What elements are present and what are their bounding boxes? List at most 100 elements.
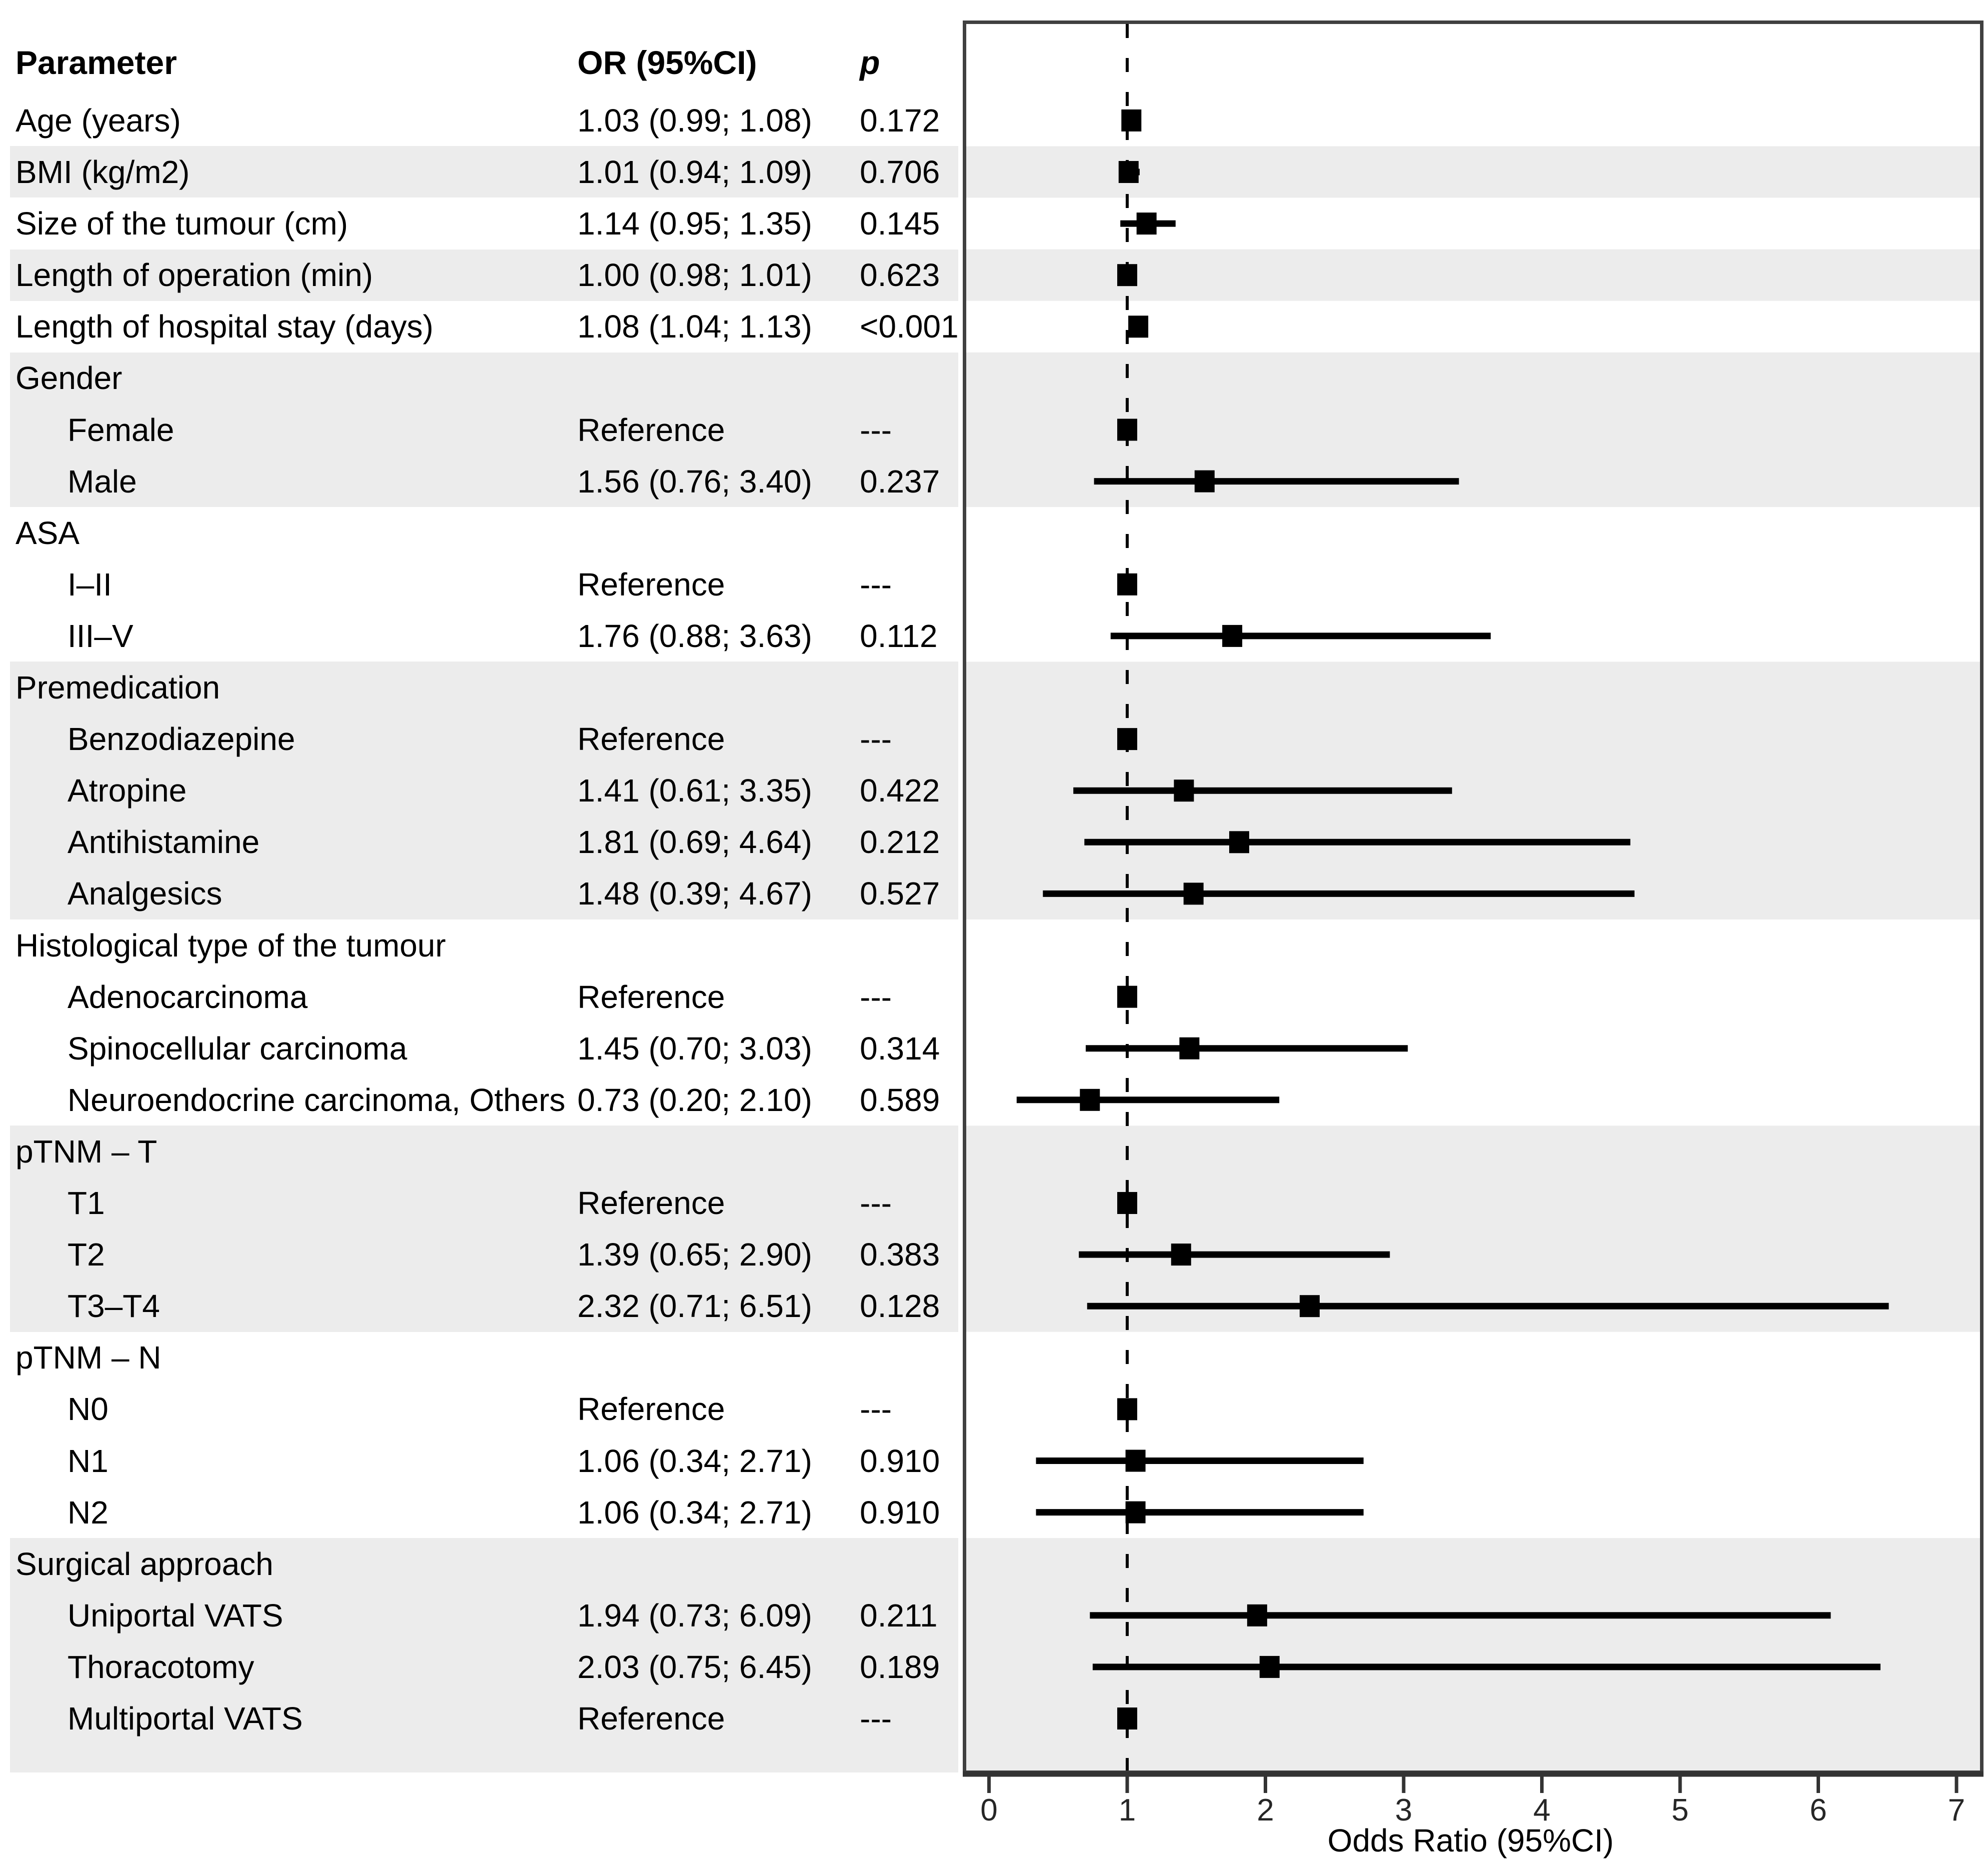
or-marker [1125, 1450, 1146, 1472]
x-axis-tick-label: 5 [1672, 1793, 1689, 1828]
column-header-parameter: Parameter [15, 44, 177, 81]
row-or-ci-value: 1.06 (0.34; 2.71) [577, 1494, 812, 1530]
row-or-ci-value: 0.73 (0.20; 2.10) [577, 1082, 812, 1118]
row-p-value: --- [860, 978, 892, 1015]
row-or-ci-value: 1.08 (1.04; 1.13) [577, 308, 812, 345]
row-or-ci-value: 1.94 (0.73; 6.09) [577, 1597, 812, 1634]
row-or-ci-value: 2.03 (0.75; 6.45) [577, 1648, 812, 1685]
x-axis-tick-label: 6 [1810, 1793, 1827, 1828]
row-label: T2 [67, 1236, 105, 1273]
row-or-ci-value: Reference [577, 412, 725, 448]
row-p-value: 0.314 [860, 1030, 940, 1066]
or-marker [1259, 1656, 1280, 1678]
row-p-value: --- [860, 1391, 892, 1428]
row-label: Adenocarcinoma [67, 978, 308, 1015]
or-marker [1171, 1244, 1191, 1266]
row-label: T3–T4 [67, 1288, 160, 1324]
row-label: Length of hospital stay (days) [15, 308, 434, 345]
row-p-value: 0.212 [860, 824, 940, 860]
or-marker [1125, 1501, 1146, 1524]
row-label: Size of the tumour (cm) [15, 206, 348, 242]
row-p-value: 0.172 [860, 102, 940, 138]
row-or-ci-value: 1.45 (0.70; 3.03) [577, 1030, 812, 1066]
or-marker [1118, 161, 1139, 183]
forest-plot-panel: 0 1 2 3 4 5 6 7 Odds Ratio (95%CI) [963, 20, 1984, 1858]
shaded-row-stripe [10, 352, 958, 508]
row-p-value: 0.706 [860, 154, 940, 190]
or-marker [1117, 1708, 1137, 1730]
or-marker [1121, 109, 1142, 132]
row-label: Benzodiazepine [67, 721, 295, 758]
x-axis-tick-label: 1 [1119, 1793, 1136, 1828]
row-or-ci-value: 1.56 (0.76; 3.40) [577, 463, 812, 500]
row-or-ci-value: Reference [577, 978, 725, 1015]
row-label: III–V [67, 618, 133, 654]
or-marker [1080, 1088, 1100, 1111]
row-or-ci-value: Reference [577, 1185, 725, 1221]
row-label: Male [67, 463, 137, 500]
row-p-value: 0.128 [860, 1288, 940, 1324]
row-or-ci-value: Reference [577, 721, 725, 758]
x-axis-tick-label: 0 [980, 1793, 997, 1828]
row-label: pTNM – T [15, 1133, 157, 1170]
or-marker [1128, 316, 1149, 338]
shaded-row-stripe [10, 249, 958, 301]
or-marker [1117, 573, 1137, 596]
panel-shaded-stripe [966, 1538, 1980, 1772]
row-p-value: 0.237 [860, 463, 940, 500]
row-or-ci-value: 1.39 (0.65; 2.90) [577, 1236, 812, 1273]
row-p-value: 0.527 [860, 876, 940, 912]
row-or-ci-value: 1.00 (0.98; 1.01) [577, 257, 812, 294]
x-axis-tick-label: 4 [1533, 1793, 1550, 1828]
row-label: pTNM – N [15, 1340, 161, 1376]
or-marker [1229, 831, 1249, 854]
row-p-value: --- [860, 1700, 892, 1736]
row-or-ci-value: 1.01 (0.94; 1.09) [577, 154, 812, 190]
row-or-ci-value: Reference [577, 566, 725, 602]
row-or-ci-value: 1.76 (0.88; 3.63) [577, 618, 812, 654]
row-label: Length of operation (min) [15, 257, 373, 294]
or-marker [1179, 1037, 1200, 1060]
row-label: Surgical approach [15, 1546, 273, 1582]
row-label: Gender [15, 360, 122, 396]
row-label: Atropine [67, 772, 187, 809]
x-axis-title: Odds Ratio (95%CI) [1328, 1822, 1614, 1858]
row-p-value: 0.145 [860, 206, 940, 242]
or-marker [1117, 1192, 1137, 1214]
or-marker [1117, 264, 1137, 286]
row-p-value: 0.910 [860, 1442, 940, 1479]
row-p-value: --- [860, 412, 892, 448]
or-marker [1174, 780, 1194, 802]
row-or-ci-value: 1.41 (0.61; 3.35) [577, 772, 812, 809]
row-p-value: --- [860, 721, 892, 758]
x-axis-tick-label: 2 [1257, 1793, 1274, 1828]
row-or-ci-value: 1.81 (0.69; 4.64) [577, 824, 812, 860]
row-label: T1 [67, 1185, 105, 1221]
row-p-value: 0.910 [860, 1494, 940, 1530]
row-p-value: 0.589 [860, 1082, 940, 1118]
or-marker [1136, 212, 1157, 235]
row-p-value: --- [860, 566, 892, 602]
row-or-ci-value: Reference [577, 1391, 725, 1428]
row-label: Thoracotomy [67, 1648, 254, 1685]
column-header-or-ci: OR (95%CI) [577, 44, 757, 81]
row-or-ci-value: 2.32 (0.71; 6.51) [577, 1288, 812, 1324]
panel-shaded-stripe [966, 146, 1980, 198]
row-p-value: 0.112 [860, 618, 938, 654]
shaded-row-stripe [10, 146, 958, 198]
row-or-ci-value: 1.48 (0.39; 4.67) [577, 876, 812, 912]
x-axis-tick-label: 3 [1395, 1793, 1412, 1828]
row-label: Age (years) [15, 102, 181, 138]
row-label: Uniportal VATS [67, 1597, 283, 1634]
or-marker [1300, 1295, 1320, 1318]
row-or-ci-value: 1.06 (0.34; 2.71) [577, 1442, 812, 1479]
or-marker [1183, 882, 1204, 905]
or-marker [1222, 624, 1243, 647]
row-p-value: 0.422 [860, 772, 940, 809]
or-marker [1247, 1604, 1267, 1626]
x-axis-tick-label: 7 [1948, 1793, 1965, 1828]
row-label: Multiportal VATS [67, 1700, 303, 1736]
row-label: Histological type of the tumour [15, 927, 446, 964]
row-label: N2 [67, 1494, 108, 1530]
or-marker [1117, 986, 1137, 1008]
